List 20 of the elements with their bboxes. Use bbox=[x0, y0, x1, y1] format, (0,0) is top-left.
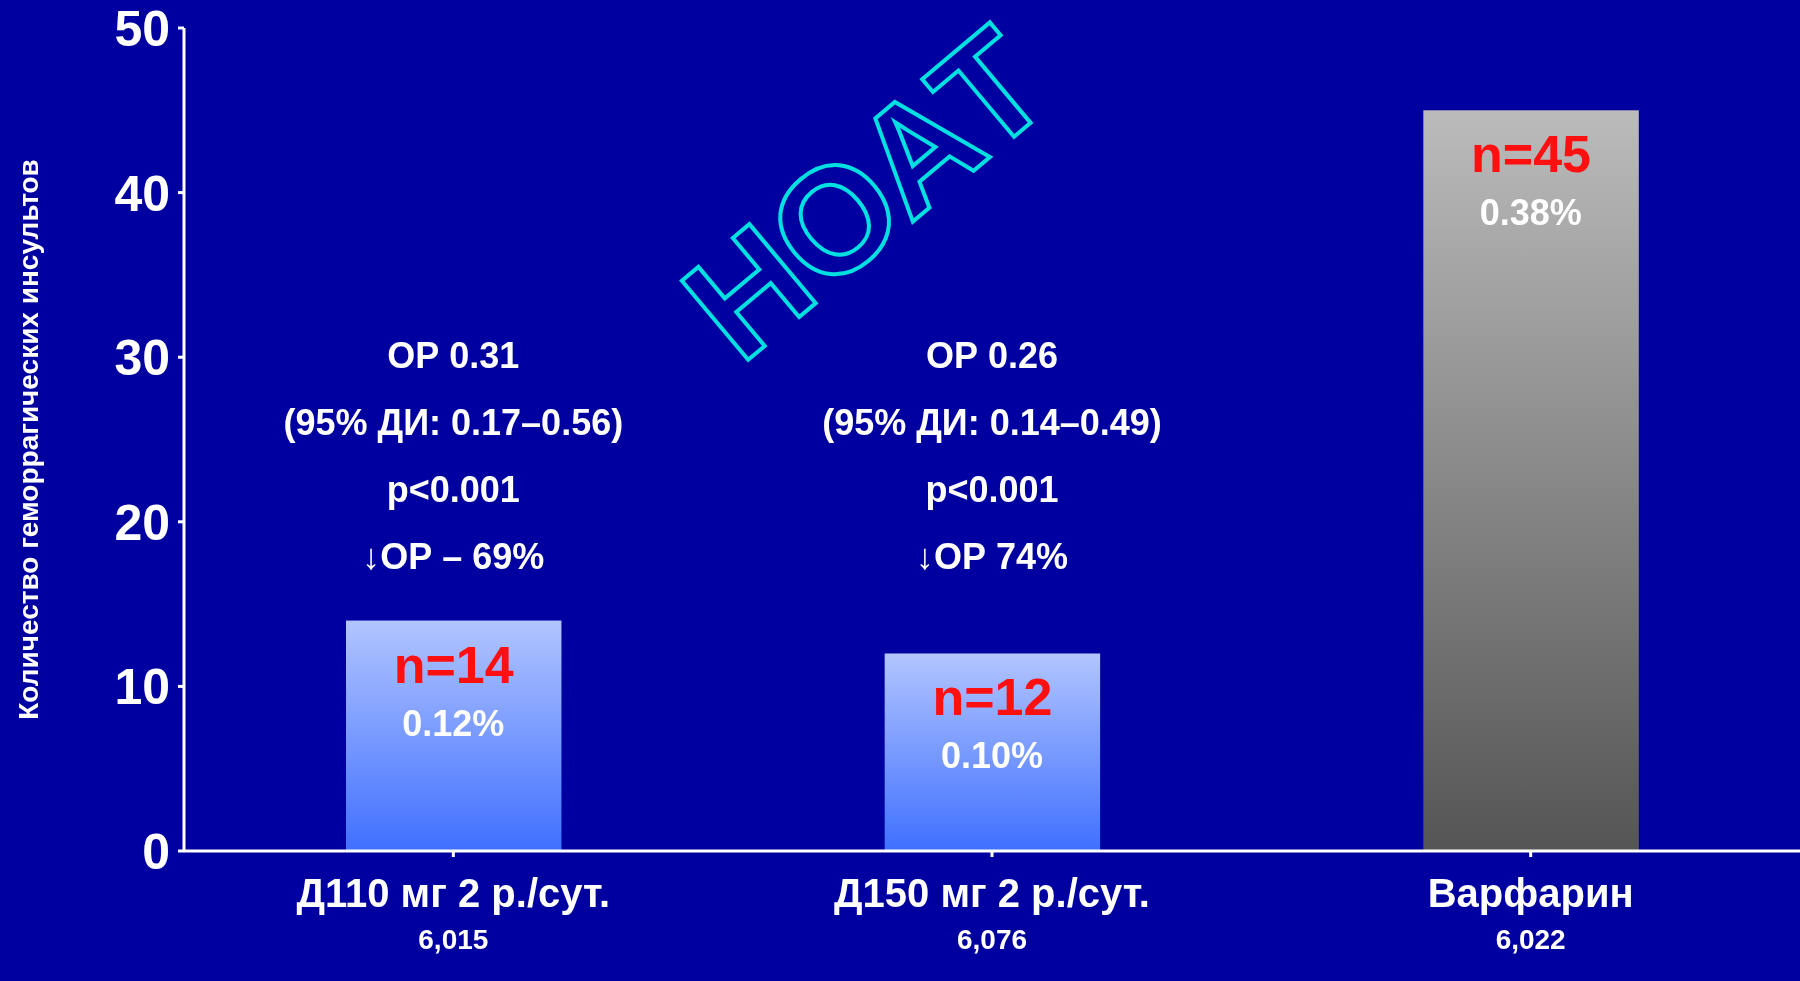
data-label: n=45 bbox=[1471, 125, 1592, 184]
y-tick-label: 40 bbox=[114, 165, 170, 222]
bar bbox=[346, 620, 562, 851]
annotation: 0.12% bbox=[402, 702, 505, 744]
annotation: ОР 0.31 (95% ДИ: 0.17–0.56) p<0.001 ↓ОР – 69% bbox=[283, 335, 624, 577]
data-label: n=14 bbox=[393, 635, 514, 694]
x-tick-label: Д110 мг 2 р./сут. 6,015 bbox=[296, 871, 611, 955]
bar bbox=[1423, 110, 1639, 851]
annotation: 0.10% bbox=[940, 735, 1044, 777]
data-label: n=12 bbox=[932, 668, 1053, 727]
x-tick-label: Д150 мг 2 р./сут. 6,076 bbox=[834, 871, 1150, 955]
y-tick-label: 0 bbox=[142, 824, 170, 880]
y-tick-label: 50 bbox=[114, 1, 170, 57]
y-tick-label: 30 bbox=[114, 330, 170, 387]
annotation: 0.38% bbox=[1479, 192, 1582, 234]
y-tick-label: 20 bbox=[114, 494, 170, 551]
bar bbox=[884, 653, 1101, 851]
y-tick-label: 10 bbox=[114, 659, 170, 716]
x-tick-label: Варфарин 6,022 bbox=[1427, 871, 1634, 955]
y-axis-title: Количество геморрагических инсультов bbox=[13, 159, 44, 720]
